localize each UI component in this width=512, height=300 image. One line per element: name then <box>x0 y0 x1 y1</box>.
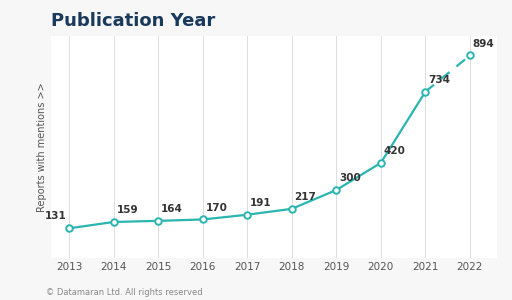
Text: 191: 191 <box>250 198 271 208</box>
Text: 159: 159 <box>116 205 138 215</box>
Point <box>243 212 251 217</box>
Text: 734: 734 <box>428 75 450 85</box>
Text: 131: 131 <box>45 212 66 221</box>
Text: 170: 170 <box>205 202 227 212</box>
Point <box>110 220 118 224</box>
Text: 300: 300 <box>339 173 361 183</box>
Point <box>421 89 430 94</box>
Text: © Datamaran Ltd. All rights reserved: © Datamaran Ltd. All rights reserved <box>46 288 203 297</box>
Text: Publication Year: Publication Year <box>51 12 216 30</box>
Point <box>199 217 207 222</box>
Point <box>288 206 296 211</box>
Point <box>154 218 162 223</box>
Point <box>377 160 385 165</box>
Text: 217: 217 <box>294 192 316 202</box>
Text: 894: 894 <box>473 38 495 49</box>
Y-axis label: Reports with mentions >>: Reports with mentions >> <box>37 82 47 212</box>
Text: 164: 164 <box>161 204 183 214</box>
Point <box>332 188 340 192</box>
Text: 420: 420 <box>383 146 406 156</box>
Point <box>65 226 73 231</box>
Point <box>466 53 474 58</box>
